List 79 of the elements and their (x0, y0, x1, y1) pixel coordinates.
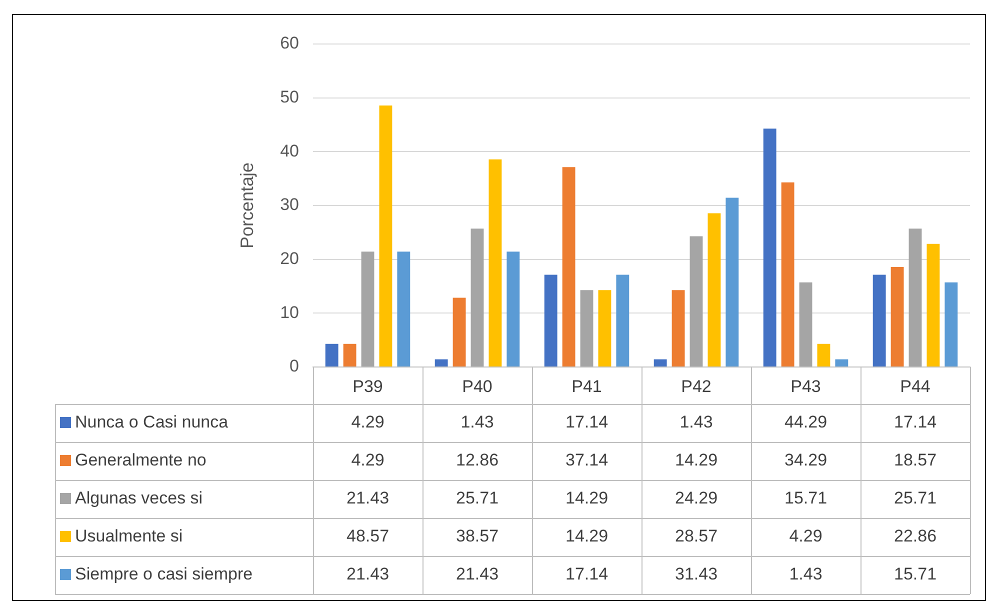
bar (890, 267, 904, 366)
data-label: 17.14 (894, 412, 937, 432)
data-label: 1.43 (460, 412, 494, 432)
x-tick-label: P43 (790, 376, 821, 396)
bar (835, 359, 848, 366)
data-label: 22.86 (894, 526, 937, 546)
data-label: 25.71 (894, 488, 937, 508)
bar (654, 359, 667, 366)
bar (616, 274, 630, 366)
data-label: 25.71 (456, 488, 499, 508)
data-label: 44.29 (784, 412, 828, 432)
bar (434, 359, 448, 366)
data-label: 28.57 (674, 526, 718, 546)
y-tick-label: 10 (280, 302, 299, 322)
y-tick-label: 40 (280, 141, 299, 160)
data-label: 14.29 (565, 488, 608, 508)
data-label: 12.86 (456, 450, 499, 470)
bar (452, 298, 466, 366)
y-tick-label: 30 (280, 195, 299, 214)
bar (781, 182, 794, 366)
x-tick-label: P41 (572, 376, 602, 396)
data-label: 37.14 (565, 450, 608, 470)
bar (580, 290, 594, 366)
bar (544, 274, 558, 366)
data-label: 14.29 (565, 526, 608, 546)
bar (325, 344, 338, 366)
y-tick-label: 20 (280, 249, 299, 268)
bar (726, 198, 739, 366)
data-label: 17.14 (565, 564, 608, 584)
data-label: 31.43 (674, 564, 718, 584)
bar (908, 228, 922, 366)
data-label: 48.57 (346, 526, 390, 546)
y-tick-label: 60 (280, 34, 299, 53)
bar (763, 128, 776, 366)
bar (361, 252, 374, 366)
legend-label: Nunca o Casi nunca (75, 412, 229, 432)
data-label: 1.43 (789, 564, 822, 584)
x-tick-label: P40 (462, 376, 492, 396)
data-label: 4.29 (789, 526, 822, 546)
bar (488, 159, 502, 366)
bar (470, 228, 484, 366)
data-label: 21.43 (346, 564, 390, 584)
legend-label: Algunas veces si (75, 488, 203, 508)
legend-label: Usualmente si (75, 526, 183, 546)
data-label: 1.43 (680, 412, 713, 432)
data-label: 17.14 (565, 412, 608, 432)
data-label: 15.71 (894, 564, 937, 584)
bar (672, 290, 685, 366)
bar (343, 344, 356, 366)
x-tick-label: P39 (352, 376, 383, 396)
data-label: 34.29 (784, 450, 828, 470)
y-tick-label: 50 (280, 88, 299, 107)
data-label: 24.29 (674, 488, 718, 508)
bar (562, 167, 576, 366)
bar (944, 282, 958, 366)
x-tick-label: P44 (900, 376, 930, 396)
bar (708, 213, 721, 366)
data-label: 15.71 (784, 488, 828, 508)
data-label: 14.29 (674, 450, 718, 470)
data-label: 18.57 (894, 450, 937, 470)
data-label: 38.57 (456, 526, 499, 546)
bar (598, 290, 612, 366)
y-tick-label: 0 (290, 356, 299, 376)
bar (817, 344, 830, 366)
x-tick-label: P42 (681, 376, 712, 396)
y-axis-title: Porcentaje (236, 162, 257, 249)
data-label: 21.43 (456, 564, 499, 584)
legend-label: Siempre o casi siempre (75, 564, 253, 584)
legend-label: Generalmente no (75, 450, 206, 470)
data-label: 4.29 (351, 412, 384, 432)
bar (690, 236, 703, 366)
bar (379, 106, 392, 366)
bar (397, 252, 410, 366)
bar (506, 252, 520, 366)
data-label: 21.43 (346, 488, 390, 508)
bar (926, 244, 940, 366)
data-label: 4.29 (351, 450, 384, 470)
bar (799, 282, 812, 366)
bar (872, 274, 886, 366)
